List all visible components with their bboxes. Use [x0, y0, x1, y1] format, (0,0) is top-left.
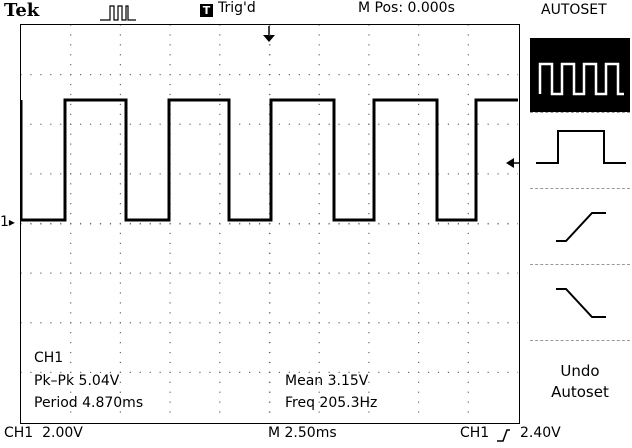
- menu-title: AUTOSET: [541, 2, 607, 18]
- horizontal-position: M Pos: 0.000s: [358, 0, 455, 16]
- undo-label: Undo: [560, 362, 600, 380]
- pulse-icon: [100, 5, 136, 21]
- meas-period: Period 4.870ms: [34, 395, 144, 411]
- menu-rising-edge[interactable]: [530, 188, 630, 265]
- menu-falling-edge[interactable]: [530, 264, 630, 341]
- menu-multi-cycle[interactable]: [530, 38, 630, 112]
- meas-pk-pk: Pk–Pk 5.04V: [34, 373, 120, 389]
- autoset-label: Autoset: [551, 383, 609, 401]
- ch1-scale[interactable]: CH1 2.00V: [4, 425, 83, 441]
- meas-freq: Freq 205.3Hz: [285, 395, 378, 411]
- status-bar: CH1 2.00V M 2.50ms CH1 2.40V: [0, 424, 632, 448]
- trigger-source: CH1: [460, 425, 490, 441]
- trigger-status: Trig'd: [218, 0, 256, 16]
- brand-logo: Tek: [4, 0, 40, 21]
- meas-mean: Mean 3.15V: [285, 373, 369, 389]
- ch1-waveform: [19, 98, 518, 222]
- multi-cycle-square-wave-icon: [538, 62, 624, 96]
- single-cycle-pulse-icon: [536, 130, 626, 164]
- trigger-badge: T: [200, 4, 213, 17]
- menu-single-cycle[interactable]: [530, 112, 630, 189]
- meas-channel: CH1: [34, 350, 64, 366]
- trigger-level[interactable]: 2.40V: [520, 425, 561, 441]
- menu-undo-autoset[interactable]: Undo Autoset: [530, 340, 630, 425]
- rising-slope-icon: [497, 429, 510, 442]
- rising-edge-icon: [556, 212, 606, 242]
- graticule: [19, 24, 519, 413]
- timebase[interactable]: M 2.50ms: [268, 425, 337, 441]
- falling-edge-icon: [556, 288, 606, 318]
- trigger-level-arrow-icon: [506, 158, 520, 168]
- autoset-menu: Undo Autoset: [530, 24, 632, 424]
- ch1-ground-marker: 1▸: [0, 214, 15, 230]
- waveform-display: [19, 24, 520, 424]
